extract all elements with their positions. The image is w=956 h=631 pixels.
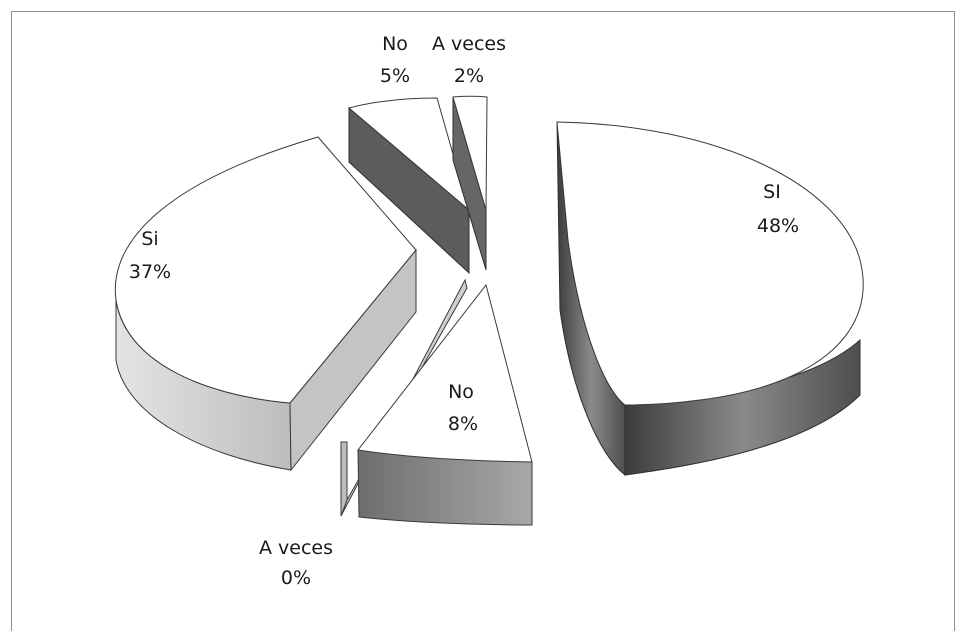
slice-a-veces-2-top: [452, 95, 488, 211]
chart-frame: [11, 11, 955, 631]
label-no-8-category: No: [448, 381, 474, 403]
slice-no-8: [357, 283, 533, 526]
label-no-5-category: No: [382, 33, 408, 55]
slice-no-8-top: [357, 283, 533, 463]
slice-no-8-side: [357, 449, 533, 526]
label-si-37-pct: 37%: [129, 261, 171, 283]
slice-no-5-top: [347, 97, 470, 212]
label-a-veces-2-pct: 2%: [454, 65, 484, 87]
slice-si-48: [556, 121, 864, 477]
slice-si-37-top: [114, 136, 417, 404]
slice-no-5: [347, 97, 470, 275]
slice-a-veces-0-side: [340, 441, 348, 517]
label-no-5-pct: 5%: [380, 65, 410, 87]
label-si-37-category: Si: [141, 228, 158, 250]
label-a-veces-0-category: A veces: [259, 537, 333, 559]
label-a-veces-2-category: A veces: [432, 33, 506, 55]
label-no-8-pct: 8%: [448, 413, 478, 435]
label-si-48-category: SI: [763, 181, 781, 203]
label-si-48-pct: 48%: [757, 215, 799, 237]
label-a-veces-0-pct: 0%: [281, 567, 311, 589]
slice-si-48-top: [556, 121, 864, 406]
slice-si-37: [114, 136, 417, 472]
slice-a-veces-2: [452, 95, 488, 271]
